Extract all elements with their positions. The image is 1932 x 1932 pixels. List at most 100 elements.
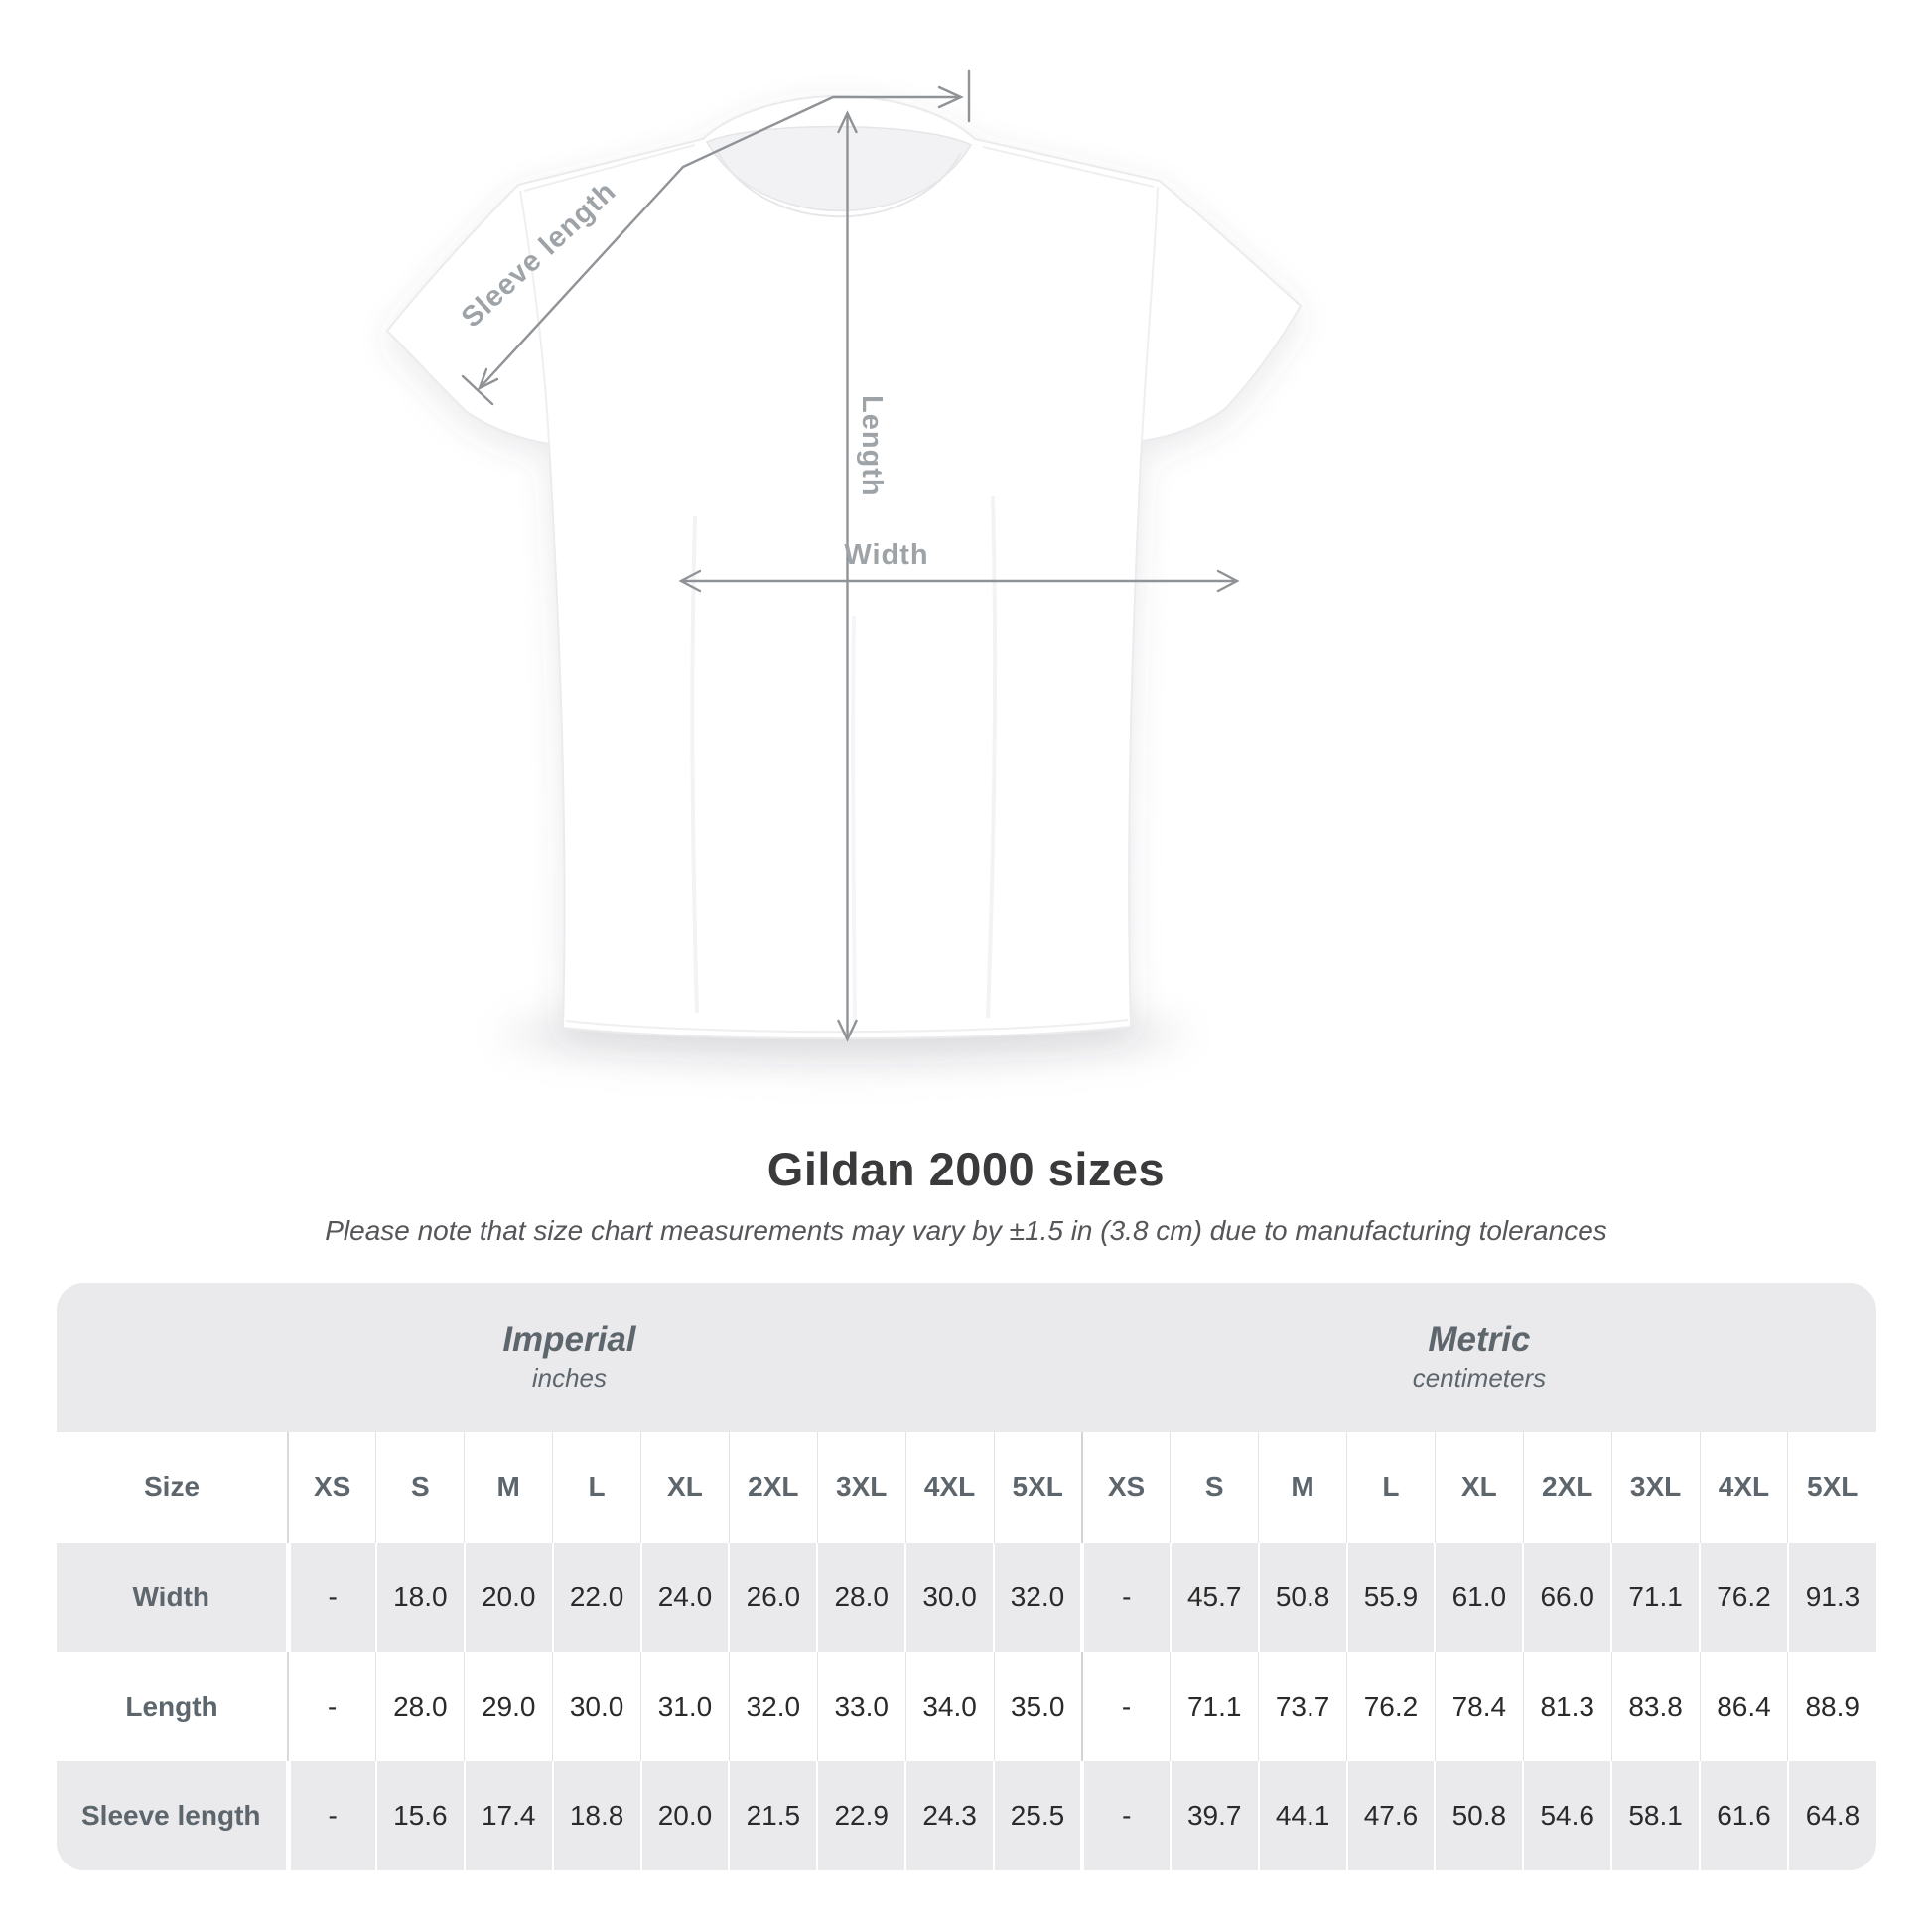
metric-header: Metric centimeters [1081,1283,1876,1432]
imperial-label: Imperial [502,1320,636,1360]
tshirt-collar [705,125,973,218]
measurement-cell: 33.0 [816,1652,906,1761]
size-col-imperial-4xl: 4XL [904,1432,994,1543]
imperial-header: Imperial inches [57,1283,1082,1432]
size-table-container: Imperial inches Metric centimeters Size … [57,1283,1876,1870]
size-col-imperial-2xl: 2XL [728,1432,818,1543]
metric-label: Metric [1428,1320,1531,1360]
measurement-cell: - [1079,1543,1171,1652]
measurement-cell: 83.8 [1610,1652,1700,1761]
tolerance-note: Please note that size chart measurements… [325,1215,1607,1246]
measurement-cell: 28.0 [375,1652,465,1761]
page-title: Gildan 2000 sizes [766,1143,1166,1195]
size-col-metric-5xl: 5XL [1787,1432,1876,1543]
measurement-cell: 58.1 [1610,1761,1700,1870]
sleeve-arrow-end [477,367,499,391]
measurement-cell: 50.8 [1434,1761,1524,1870]
measurement-cell: 32.0 [728,1652,818,1761]
measurement-cell: 31.0 [640,1652,730,1761]
measurement-cell: 34.0 [904,1652,994,1761]
measurement-cell: 76.2 [1699,1543,1788,1652]
measurement-cell: 45.7 [1169,1543,1259,1652]
tshirt-body [385,94,1303,1040]
size-header-row: Size XS S M L XL 2XL 3XL 4XL 5XL XS S M L XL 2XL 3XL 4XL… [57,1432,1876,1543]
size-col-metric-4xl: 4XL [1699,1432,1788,1543]
row-width: Width -18.0 20.0 22.0 24.0 26.0 28.0 30.0 32.0-4… [57,1543,1876,1652]
measurement-cell: 61.0 [1434,1543,1524,1652]
measurement-cell: 17.4 [463,1761,553,1870]
measurement-cell: 86.4 [1699,1652,1788,1761]
row-label: Sleeve length [80,1800,261,1831]
measurement-cell: 20.0 [639,1761,730,1870]
measurement-cell: 18.8 [551,1761,641,1870]
length-label: Length [856,395,888,497]
measurement-cell: 22.0 [551,1543,641,1652]
measurement-cell: 18.0 [374,1543,465,1652]
measurement-cell: 55.9 [1345,1543,1436,1652]
measurement-cell: 26.0 [728,1543,818,1652]
measurement-cell: 61.6 [1699,1761,1788,1870]
measurement-cell: - [1079,1761,1171,1870]
measurement-cell: - [287,1652,376,1761]
measurement-cell: 71.1 [1610,1543,1700,1652]
measurement-cell: 24.0 [639,1543,730,1652]
measurement-cell: 71.1 [1170,1652,1259,1761]
width-arrow-right [1216,569,1240,593]
width-arrow-left [678,569,702,593]
sleeve-arrow-right [937,85,964,109]
measurement-cell: 25.5 [993,1761,1082,1870]
size-col-metric-l: L [1346,1432,1436,1543]
size-col-metric-xs: XS [1080,1432,1171,1543]
row-sleeve-length: Sleeve length -15.6 17.4 18.8 20.0 21.5 22.9 24… [57,1761,1876,1870]
size-table: Imperial inches Metric centimeters Size … [57,1283,1876,1870]
size-col-imperial-m: M [464,1432,553,1543]
size-col-metric-xl: XL [1434,1432,1524,1543]
measurement-cell: 47.6 [1345,1761,1436,1870]
row-label: Width [132,1582,210,1612]
metric-sublabel: centimeters [1412,1362,1547,1393]
measurement-cell: 91.3 [1786,1543,1876,1652]
measurement-cell: 44.1 [1257,1761,1347,1870]
width-label: Width [844,539,928,571]
measurement-cell: 88.9 [1787,1652,1876,1761]
size-col-metric-s: S [1170,1432,1259,1543]
size-header-cell: Size [143,1471,201,1502]
measurement-cell: 32.0 [993,1543,1082,1652]
measurement-cell: - [285,1543,376,1652]
size-col-imperial-s: S [375,1432,465,1543]
measurement-cell: 30.0 [904,1543,994,1652]
imperial-sublabel: inches [531,1362,608,1393]
measurement-cell: 15.6 [374,1761,465,1870]
measurement-cell: 20.0 [463,1543,553,1652]
length-arrow-up [837,110,858,134]
measurement-cell: 64.8 [1786,1761,1876,1870]
measurement-cell: 30.0 [552,1652,641,1761]
measurement-cell: 76.2 [1346,1652,1436,1761]
size-col-metric-3xl: 3XL [1610,1432,1700,1543]
size-col-metric-2xl: 2XL [1522,1432,1612,1543]
unit-header-row: Imperial inches Metric centimeters [57,1283,1876,1432]
measurement-cell: 81.3 [1522,1652,1612,1761]
measurement-cell: 35.0 [993,1652,1082,1761]
measurement-cell: 54.6 [1522,1761,1612,1870]
measurement-cell: 78.4 [1434,1652,1524,1761]
measurement-lines [461,69,1240,1042]
length-arrow-down [837,1019,858,1042]
measurement-cell: 39.7 [1169,1761,1259,1870]
size-col-imperial-xl: XL [640,1432,730,1543]
sleeve-end-tick-bottom [461,374,494,406]
measurement-cell: 22.9 [816,1761,906,1870]
measurement-cell: 24.3 [904,1761,994,1870]
size-col-imperial-5xl: 5XL [993,1432,1082,1543]
measurement-cell: 29.0 [464,1652,553,1761]
measurement-cell: 28.0 [816,1543,906,1652]
measurement-cell: 21.5 [728,1761,818,1870]
row-label: Length [125,1691,218,1722]
tshirt-diagram: Sleeve length Length Width [385,69,1303,1068]
measurement-cell: 66.0 [1522,1543,1612,1652]
size-col-imperial-3xl: 3XL [816,1432,906,1543]
measurement-cell: 73.7 [1258,1652,1347,1761]
measurement-cell: - [285,1761,376,1870]
table-body: Imperial inches Metric centimeters Size … [57,1283,1876,1870]
